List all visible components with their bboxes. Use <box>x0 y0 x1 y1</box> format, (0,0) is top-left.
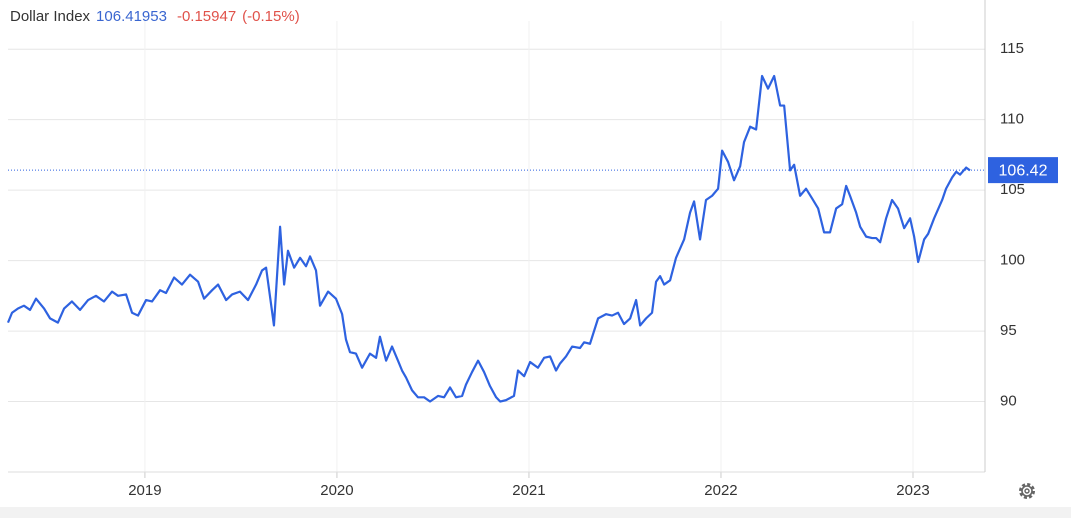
chart-header: Dollar Index 106.41953 -0.15947 (-0.15%) <box>10 8 300 25</box>
x-tick-label: 2023 <box>896 482 929 499</box>
settings-icon[interactable] <box>1019 483 1035 499</box>
last-price-label: 106.42 <box>999 162 1048 179</box>
x-tick-label: 2021 <box>512 482 545 499</box>
footer-strip <box>0 507 1071 518</box>
x-tick-label: 2020 <box>320 482 353 499</box>
x-tick-label: 2022 <box>704 482 737 499</box>
x-tick-label: 2019 <box>128 482 161 499</box>
y-tick-label: 95 <box>1000 322 1017 339</box>
last-price-box <box>988 157 1058 184</box>
y-tick-label: 110 <box>1000 111 1024 128</box>
y-tick-label: 90 <box>1000 393 1017 410</box>
y-tick-label: 115 <box>1000 40 1024 57</box>
price-change: -0.15947 <box>177 8 236 25</box>
price-line <box>6 74 971 403</box>
y-tick-label: 105 <box>1000 181 1025 198</box>
price-change-pct: (-0.15%) <box>242 8 300 25</box>
last-price: 106.41953 <box>96 8 167 25</box>
chart-title: Dollar Index <box>10 8 91 25</box>
y-tick-label: 100 <box>1000 252 1025 269</box>
